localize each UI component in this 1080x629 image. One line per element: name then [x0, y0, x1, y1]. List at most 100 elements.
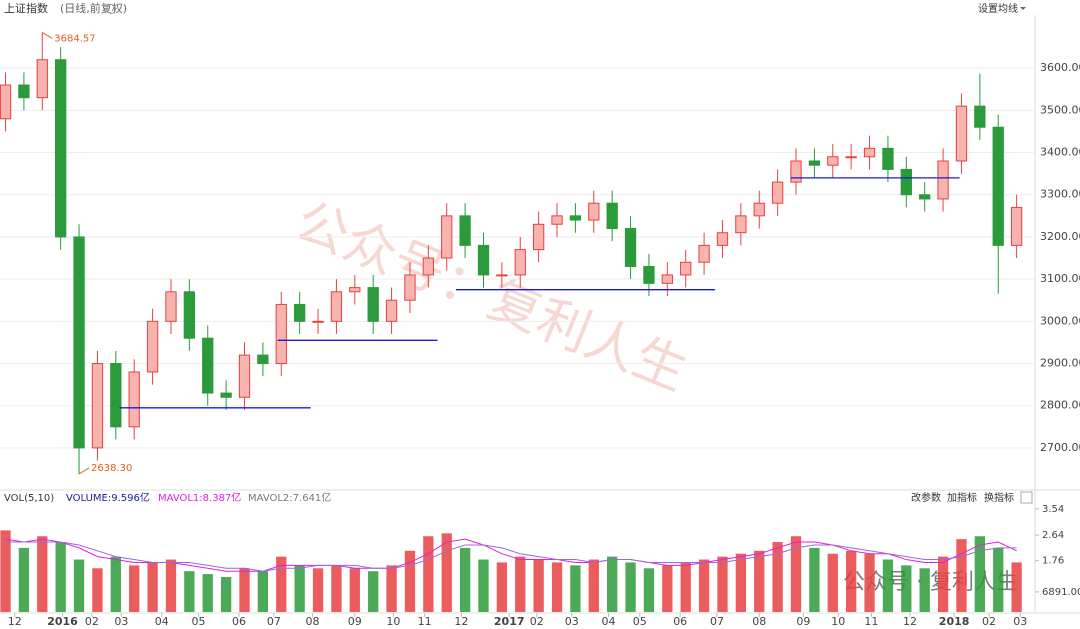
x-tick-label: 07	[267, 615, 281, 628]
candle-body	[128, 371, 140, 428]
x-tick-label: 11	[864, 615, 878, 628]
y-tick-label: 1.76	[1042, 556, 1064, 567]
x-tick-label: 04	[155, 615, 169, 628]
candle-body	[569, 215, 582, 221]
volume-bar	[496, 562, 508, 612]
y-tick-label: 3000.00	[1040, 314, 1080, 327]
volume-bar	[772, 542, 783, 612]
candle-body	[294, 303, 306, 322]
annotation: 2638.30	[91, 463, 132, 474]
x-tick-label: 02	[982, 615, 996, 628]
watermark: 公众号：复利人生	[287, 191, 695, 402]
volume-bar	[37, 536, 48, 612]
volume-bar	[294, 565, 305, 612]
x-tick-label: 10	[386, 615, 400, 628]
x-tick-label: 2018	[939, 615, 970, 628]
candle-body	[238, 354, 251, 398]
annotation-leader	[42, 32, 53, 39]
volume-bar	[18, 547, 30, 612]
volume-bar	[129, 565, 140, 612]
y-tick-label: 3100.00	[1040, 272, 1080, 285]
indicator-label: VOLUME:9.596亿	[66, 491, 150, 504]
candle-body	[183, 291, 195, 339]
candle-body	[624, 228, 637, 267]
candle-body	[385, 299, 398, 322]
volume-bar	[386, 565, 397, 612]
x-tick-label: 09	[796, 615, 810, 628]
volume-bar	[515, 556, 526, 612]
indicator-label: MAVOL1:8.387亿	[158, 491, 241, 504]
x-tick-label: 2016	[47, 615, 78, 628]
candle-body	[18, 84, 30, 99]
x-tick-label: 08	[306, 615, 320, 628]
settings-icon[interactable]	[106, 4, 116, 14]
candle-body	[202, 337, 214, 394]
volume-bar	[735, 553, 747, 612]
volume-bar	[55, 542, 66, 612]
volume-bar	[809, 547, 820, 612]
x-tick-label: 12	[903, 615, 917, 628]
candle-body	[220, 392, 232, 398]
candle-body	[771, 181, 784, 204]
volume-bar	[882, 559, 894, 612]
button[interactable]: 加指标	[947, 491, 977, 504]
title: 上证指数	[4, 1, 48, 15]
y-tick-label: 2700.00	[1040, 441, 1080, 454]
volume-bar	[349, 568, 360, 612]
x-tick-label: 04	[601, 615, 615, 628]
volume-bar	[73, 559, 85, 612]
candle-body	[55, 59, 67, 238]
volume-bar	[202, 574, 213, 612]
volume-bar	[698, 559, 710, 612]
volume-bar	[956, 539, 967, 612]
candle-body	[606, 202, 618, 230]
x-tick-label: 2017	[494, 615, 525, 628]
candle-body	[73, 236, 85, 449]
x-tick-label: 05	[192, 615, 206, 628]
candle-body	[367, 287, 379, 322]
volume-bar	[919, 568, 930, 612]
y-tick-label: 3600.00	[1040, 61, 1080, 74]
volume-bar	[754, 550, 765, 612]
candle-body	[312, 320, 324, 323]
candle-body	[974, 105, 986, 128]
volume-bar	[551, 562, 563, 612]
candle-body	[551, 215, 563, 225]
x-tick-label: 12	[454, 615, 468, 628]
volume-bar	[827, 553, 838, 612]
volume-bar	[276, 556, 287, 612]
x-tick-label: 03	[565, 615, 579, 628]
volume-bar	[368, 571, 379, 612]
y-tick-label: 3500.00	[1040, 103, 1080, 116]
candle-body	[588, 202, 600, 221]
candle-body	[643, 265, 655, 284]
volume-bar	[974, 536, 985, 612]
subtitle: (日线,前复权)	[60, 1, 127, 15]
indicator-label: MAVOL2:7.641亿	[248, 491, 331, 504]
volume-bar	[680, 562, 691, 612]
candle-body	[349, 287, 361, 293]
candle-body	[863, 147, 876, 158]
volume-bar	[533, 559, 544, 612]
ma-settings[interactable]: 设置均线	[978, 2, 1018, 15]
button[interactable]: 改参数	[911, 491, 941, 504]
volume-bar	[184, 571, 195, 612]
y-tick-label: 6891.00	[1042, 587, 1080, 598]
x-tick-label: 05	[633, 615, 647, 628]
x-tick-label: 12	[8, 615, 22, 628]
candle-body	[1010, 206, 1023, 246]
volume-bar	[441, 533, 452, 612]
annotation-leader	[78, 467, 90, 475]
x-tick-label: 06	[232, 615, 246, 628]
candle-body	[661, 274, 673, 284]
y-tick-label: 3200.00	[1040, 230, 1080, 243]
button[interactable]: 换指标	[984, 491, 1014, 504]
candle-body	[937, 160, 949, 200]
candle-body	[735, 215, 747, 234]
volume-bar	[993, 547, 1004, 612]
x-tick-label: 03	[1013, 615, 1027, 628]
close-button[interactable]	[1020, 491, 1033, 504]
candle-body	[91, 363, 104, 449]
volume-bar	[864, 553, 875, 612]
